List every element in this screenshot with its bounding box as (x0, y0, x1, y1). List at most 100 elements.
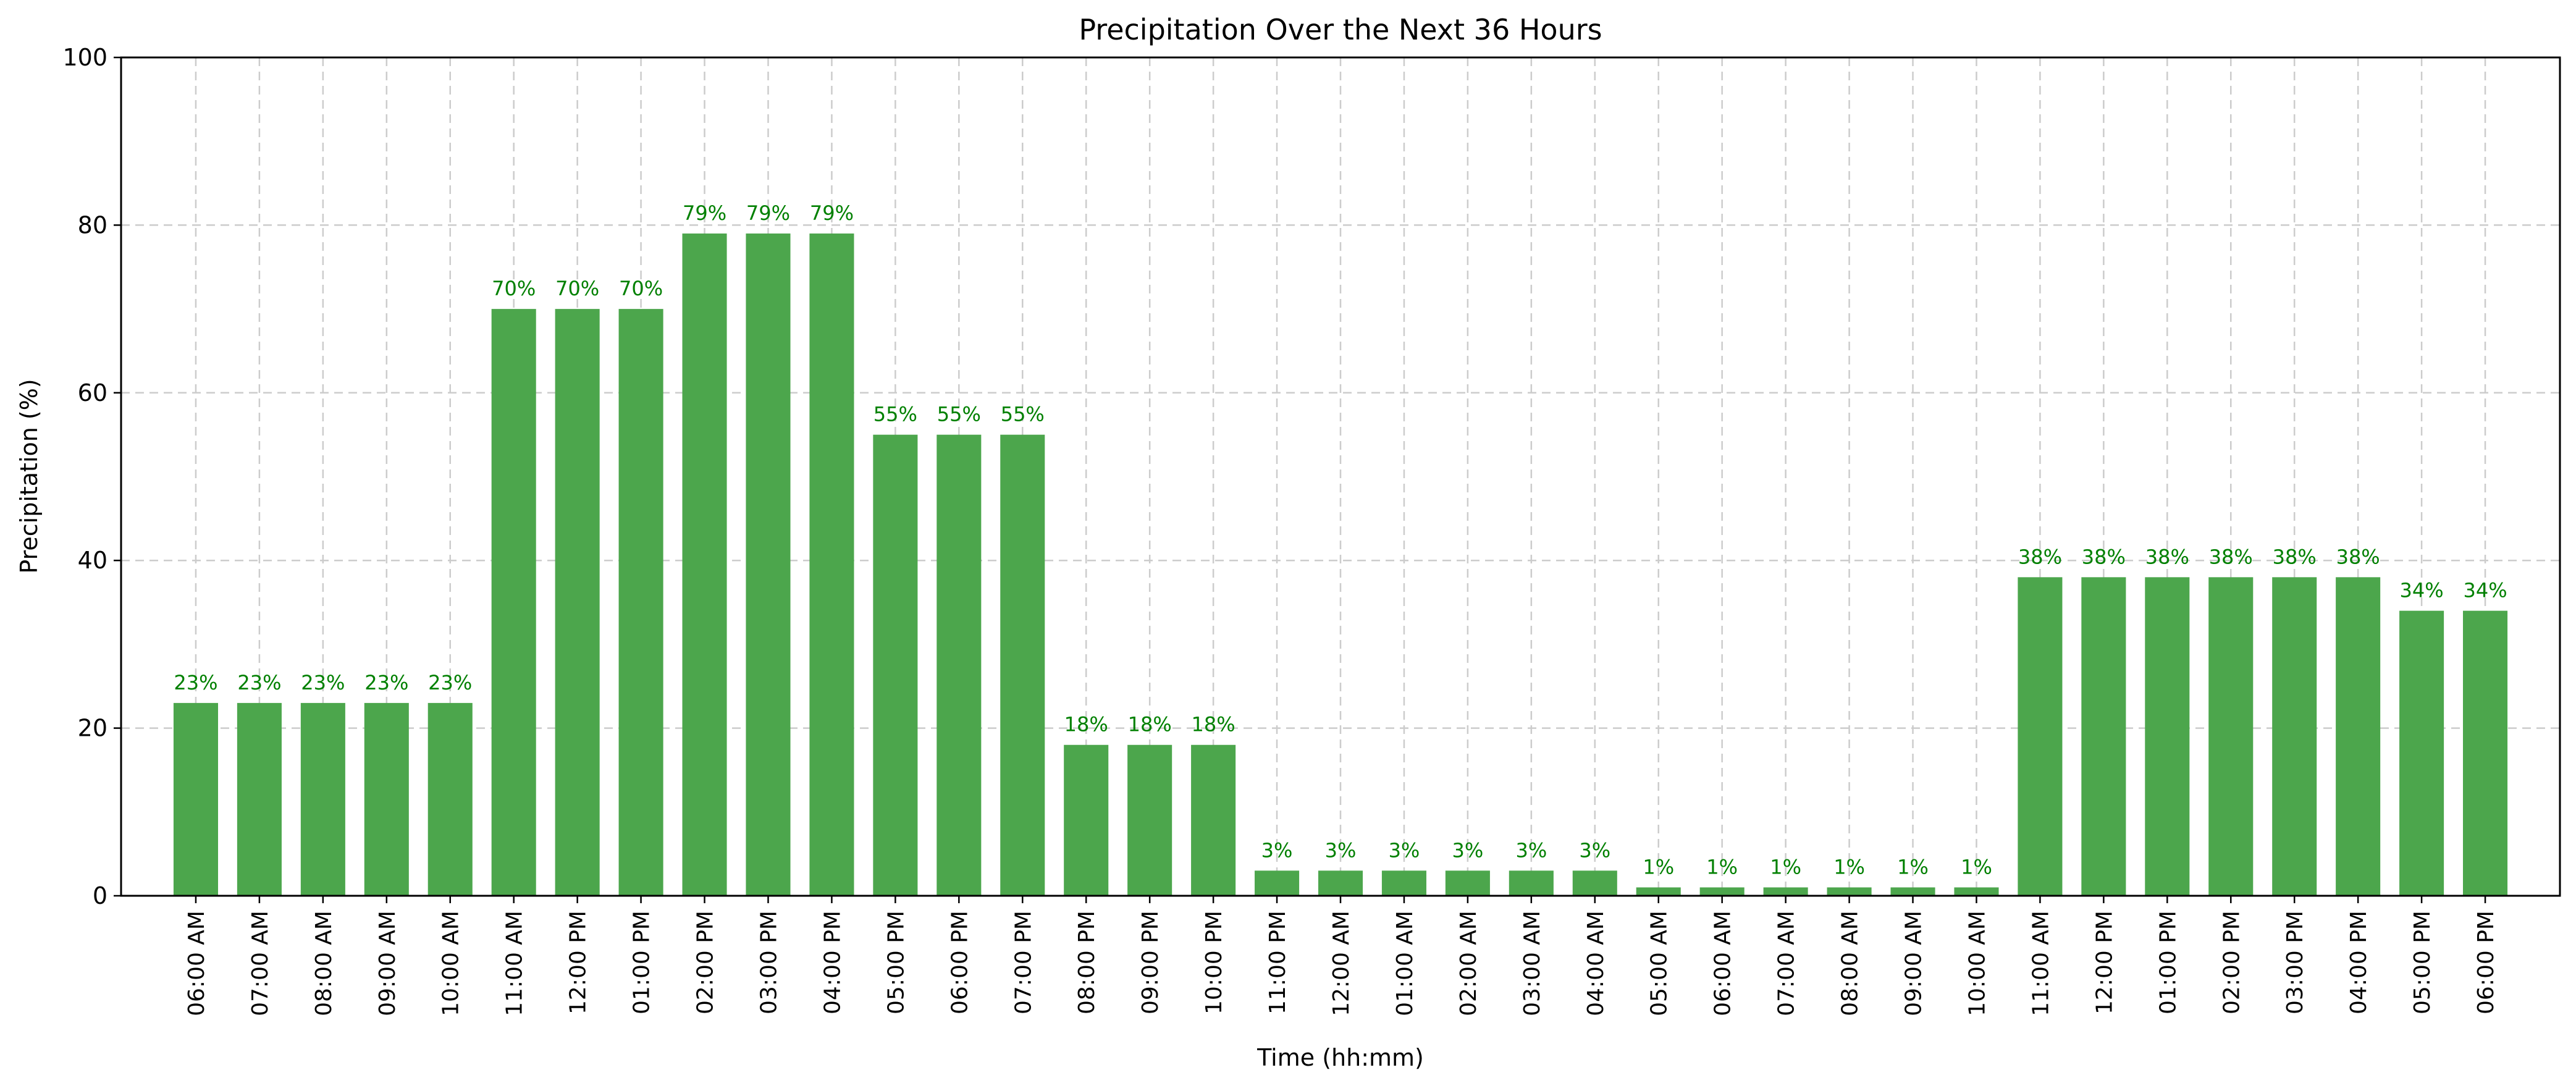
bar (427, 702, 473, 896)
bar (1572, 870, 1617, 896)
x-tick-label: 12:00 AM (1329, 911, 1354, 1016)
bar-value-label: 38% (2082, 545, 2126, 568)
x-tick-label: 08:00 PM (1074, 911, 1100, 1014)
x-tick-label: 02:00 AM (1456, 911, 1481, 1016)
bar (2272, 577, 2317, 896)
y-tick-label: 80 (78, 211, 107, 238)
bar (1000, 434, 1045, 896)
x-tick-label: 11:00 AM (502, 911, 528, 1016)
bar-value-label: 1% (1706, 855, 1738, 878)
bar-value-label: 38% (2209, 545, 2253, 568)
x-tick-label: 12:00 PM (566, 911, 591, 1014)
y-axis: 0 20 40 60 80 100 (62, 44, 121, 909)
bar-value-label: 38% (2273, 545, 2317, 568)
bar-value-label: 1% (1770, 855, 1801, 878)
y-tick-label: 100 (62, 44, 107, 71)
bar (1381, 870, 1426, 896)
x-tick-label: 09:00 AM (375, 911, 400, 1016)
bar-value-label: 18% (1192, 713, 1235, 736)
bar-value-label: 1% (1961, 855, 1992, 878)
bar (873, 434, 918, 896)
x-tick-label: 09:00 AM (1901, 911, 1927, 1016)
bar (173, 702, 218, 896)
x-tick-label: 08:00 AM (1838, 911, 1863, 1016)
bar-value-label: 1% (1833, 855, 1865, 878)
x-tick-label: 06:00 PM (2473, 911, 2499, 1014)
bar (2336, 577, 2381, 896)
bar-value-label: 3% (1452, 838, 1484, 862)
bar-value-label: 23% (301, 671, 345, 694)
y-tick-label: 20 (78, 715, 107, 742)
bar (491, 309, 536, 896)
bar-value-label: 1% (1897, 855, 1929, 878)
bar-value-label: 70% (492, 277, 536, 300)
bar (2018, 577, 2063, 896)
bar (2081, 577, 2126, 896)
x-tick-label: 04:00 PM (820, 911, 845, 1014)
x-tick-label: 02:00 PM (2219, 911, 2244, 1014)
bar-value-label: 55% (873, 403, 917, 426)
x-tick-label: 01:00 PM (2155, 911, 2181, 1014)
bar-value-label: 18% (1064, 713, 1108, 736)
y-tick-label: 0 (93, 882, 107, 909)
bar-value-label: 55% (1001, 403, 1045, 426)
x-tick-label: 04:00 AM (1583, 911, 1609, 1016)
bar (300, 702, 345, 896)
bar (682, 233, 727, 896)
x-axis: 06:00 AM 07:00 AM 08:00 AM 09:00 AM 10:00 AM… (184, 896, 2499, 1016)
bar (1127, 744, 1172, 896)
x-tick-label: 07:00 PM (1011, 911, 1036, 1014)
bar-value-label: 3% (1389, 838, 1420, 862)
bar (1954, 887, 1999, 896)
bar-value-label: 34% (2400, 579, 2444, 602)
x-tick-label: 03:00 AM (1520, 911, 1545, 1016)
bar (1255, 870, 1300, 896)
bar (746, 233, 791, 896)
x-tick-label: 07:00 AM (248, 911, 273, 1016)
bar (1636, 887, 1681, 896)
x-tick-label: 02:00 PM (693, 911, 718, 1014)
x-tick-label: 11:00 AM (2028, 911, 2053, 1016)
x-tick-label: 08:00 AM (311, 911, 337, 1016)
bar (1191, 744, 1236, 896)
data-labels: 23% 23% 23% 23% 23% 70% 70% 70% 79% 79% 79% 55% 55% 5… (174, 201, 2507, 878)
bar (1064, 744, 1109, 896)
bar (1318, 870, 1363, 896)
bar (1699, 887, 1745, 896)
x-tick-label: 05:00 PM (883, 911, 909, 1014)
x-tick-label: 05:00 AM (1647, 911, 1672, 1016)
bar-value-label: 23% (428, 671, 472, 694)
bar-value-label: 79% (746, 201, 790, 225)
bar-value-label: 1% (1643, 855, 1674, 878)
x-tick-label: 06:00 PM (947, 911, 972, 1014)
bar-value-label: 23% (237, 671, 281, 694)
bar (2463, 610, 2508, 896)
bar-value-label: 79% (683, 201, 726, 225)
bar (937, 434, 982, 896)
bar (364, 702, 409, 896)
bar (618, 309, 663, 896)
x-tick-label: 04:00 PM (2346, 911, 2372, 1014)
bar (2399, 610, 2444, 896)
bar (555, 309, 600, 896)
x-tick-label: 10:00 AM (1964, 911, 1990, 1016)
x-tick-label: 05:00 PM (2410, 911, 2435, 1014)
bar-value-label: 79% (810, 201, 854, 225)
bar-value-label: 3% (1579, 838, 1610, 862)
x-tick-label: 10:00 AM (439, 911, 464, 1016)
bar (809, 233, 854, 896)
bar-value-label: 55% (937, 403, 981, 426)
bar-value-label: 38% (2145, 545, 2189, 568)
bars (173, 233, 2508, 896)
bar-value-label: 38% (2336, 545, 2380, 568)
x-tick-label: 01:00 AM (1392, 911, 1418, 1016)
bar (1827, 887, 1872, 896)
bar-value-label: 70% (555, 277, 599, 300)
bar (1445, 870, 1490, 896)
bar-value-label: 34% (2463, 579, 2507, 602)
chart-title: Precipitation Over the Next 36 Hours (1079, 13, 1602, 46)
bar (1890, 887, 1935, 896)
x-tick-label: 06:00 AM (184, 911, 209, 1016)
bar (237, 702, 282, 896)
bar (2145, 577, 2190, 896)
